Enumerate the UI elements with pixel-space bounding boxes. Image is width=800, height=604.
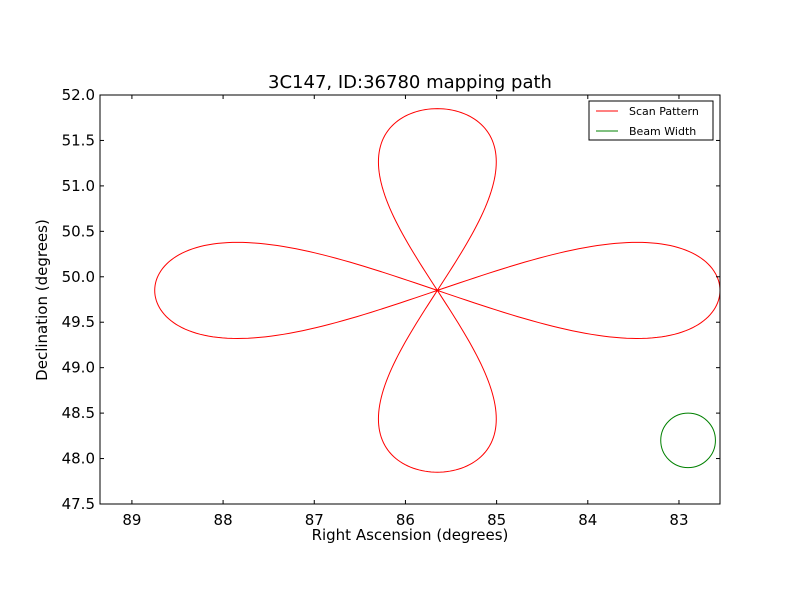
y-axis-title: Declination (degrees) <box>33 219 51 381</box>
legend-label-beam-width: Beam Width <box>629 125 696 138</box>
y-tick-label: 51.5 <box>62 131 95 149</box>
series-line-scan-pattern <box>154 108 720 473</box>
plot-frame <box>99 94 721 505</box>
y-tick-label: 47.5 <box>62 495 95 513</box>
legend-label-scan-pattern: Scan Pattern <box>629 105 699 118</box>
legend: Scan Pattern Beam Width <box>588 100 714 141</box>
series-line-beam-width <box>660 412 716 469</box>
x-tick-label: 88 <box>214 511 233 529</box>
x-tick-label: 87 <box>305 511 324 529</box>
x-tick-label: 86 <box>396 511 415 529</box>
y-tick-label: 48.0 <box>62 450 95 468</box>
x-tick-label: 84 <box>578 511 597 529</box>
legend-box <box>588 100 714 141</box>
y-tick-label: 52.0 <box>62 86 95 104</box>
x-tick-label: 85 <box>487 511 506 529</box>
y-tick-label: 49.0 <box>62 359 95 377</box>
y-tick-label: 50.5 <box>62 222 95 240</box>
y-tick-label: 49.5 <box>62 313 95 331</box>
y-tick-label: 50.0 <box>62 268 95 286</box>
x-axis-title: Right Ascension (degrees) <box>312 526 509 544</box>
y-tick-label: 51.0 <box>62 177 95 195</box>
chart-title: 3C147, ID:36780 mapping path <box>268 72 552 93</box>
x-tick-label: 89 <box>122 511 141 529</box>
y-tick-label: 48.5 <box>62 404 95 422</box>
x-tick-label: 83 <box>669 511 688 529</box>
